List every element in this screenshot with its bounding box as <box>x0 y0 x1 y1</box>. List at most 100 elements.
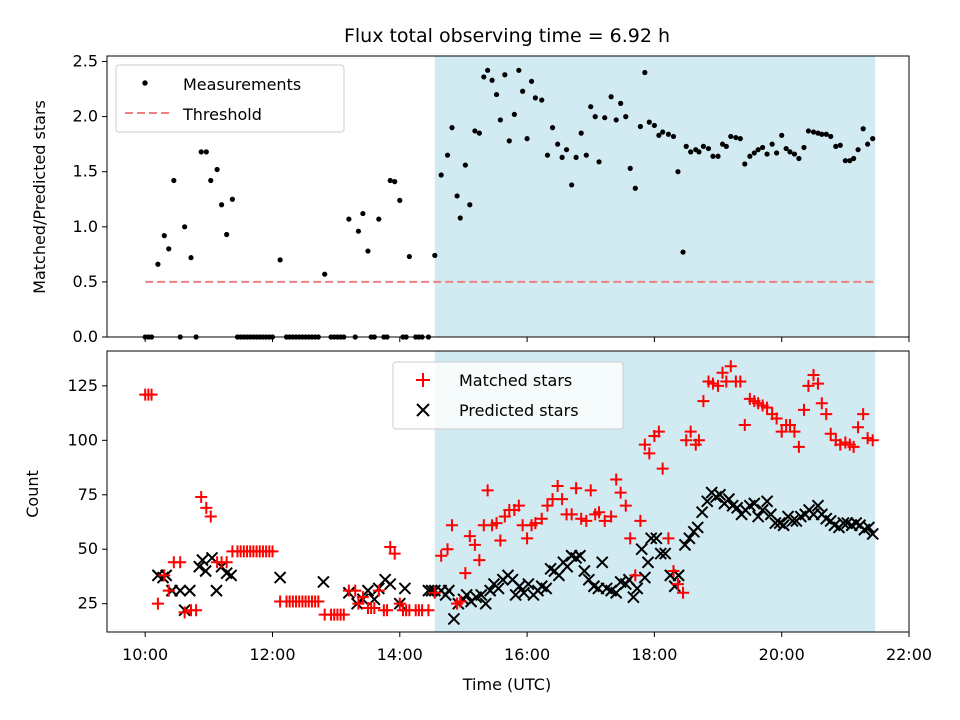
predicted-star-point <box>678 538 692 552</box>
predicted-star-point <box>650 532 663 545</box>
bottom-y-tick-label: 125 <box>67 376 98 395</box>
measurement-point <box>683 143 689 149</box>
matched-star-point <box>580 514 593 527</box>
matched-star-point <box>575 512 588 525</box>
matched-star-point <box>866 434 879 447</box>
matched-star-point <box>788 425 801 438</box>
measurement-point <box>462 162 468 168</box>
x-tick-label: 22:00 <box>886 645 932 664</box>
measurement-point <box>489 77 495 83</box>
measurement-point <box>229 196 235 202</box>
measurement-point <box>203 149 209 155</box>
measurement-point <box>218 202 225 208</box>
measurement-point <box>851 155 857 162</box>
matched-star-point <box>356 591 369 604</box>
measurement-point <box>155 261 161 267</box>
measurement-point <box>559 154 565 160</box>
matched-star-point <box>381 604 394 617</box>
top-axes-frame <box>106 55 910 338</box>
measurement-point <box>563 147 570 153</box>
measurement-point <box>588 104 594 110</box>
matched-star-point <box>852 421 865 434</box>
measurement-point <box>632 185 638 191</box>
matched-star-point <box>734 375 747 388</box>
legend-predicted-label: Predicted stars <box>459 401 579 420</box>
matched-star-point <box>643 447 656 460</box>
bottom-ticks <box>102 385 910 637</box>
predicted-star-point <box>786 514 799 528</box>
matched-star-point <box>529 517 542 530</box>
measurement-point <box>532 95 538 101</box>
matched-star-point <box>454 595 467 608</box>
predicted-star-point <box>760 495 774 508</box>
measurement-point <box>715 153 721 159</box>
measurement-point <box>346 216 352 222</box>
predicted-star-point <box>578 564 591 578</box>
measurement-point <box>608 94 614 100</box>
measurement-point <box>837 142 843 148</box>
matched-star-point <box>593 506 606 519</box>
bottom-y-tick-label: 25 <box>78 594 98 613</box>
measurement-point <box>198 149 204 155</box>
measurement-point <box>651 122 657 129</box>
matched-star-point <box>494 534 507 547</box>
measurement-point <box>791 151 798 157</box>
measurement-point <box>760 144 766 151</box>
top-y-tick-label: 2.5 <box>73 52 98 71</box>
matched-star-point <box>445 519 458 532</box>
measurement-point <box>406 253 412 260</box>
measurement-point <box>700 143 707 149</box>
predicted-star-point <box>635 543 648 556</box>
matched-star-point <box>266 545 279 558</box>
matched-star-point <box>490 517 503 530</box>
legend-threshold-label: Threshold <box>182 105 262 124</box>
predicted-star-point <box>691 521 704 534</box>
legend-measurements-marker <box>142 80 148 86</box>
matched-star-point <box>811 377 824 390</box>
predicted-star-point <box>475 588 488 602</box>
measurement-point <box>397 197 403 203</box>
measurement-point <box>467 202 473 208</box>
matched-star-point <box>605 510 618 523</box>
predicted-star-point <box>595 556 609 569</box>
top-y-tick-label: 0.0 <box>73 327 98 346</box>
matched-star-point <box>824 427 837 440</box>
top-y-tick-label: 2.0 <box>73 107 98 126</box>
predicted-star-point <box>224 569 238 582</box>
legend-matched-label: Matched stars <box>459 371 572 390</box>
matched-star-point <box>393 597 406 610</box>
measurement-point <box>497 117 503 123</box>
measurement-point <box>387 177 393 184</box>
measurement-point <box>161 233 167 239</box>
matched-star-point <box>610 473 623 486</box>
matched-star-point <box>541 499 554 512</box>
measurement-point <box>502 72 508 78</box>
bottom-y-tick-label: 50 <box>78 539 98 558</box>
predicted-star-point <box>683 532 696 545</box>
matched-star-point <box>158 569 171 582</box>
chart-title: Flux total observing time = 6.92 h <box>344 25 670 47</box>
matched-star-point <box>667 565 680 578</box>
predicted-star-point <box>210 584 223 597</box>
measurement-point <box>481 74 487 80</box>
matched-star-point <box>481 484 494 497</box>
matched-star-point <box>656 462 669 475</box>
measurement-point <box>457 215 463 221</box>
matched-star-point <box>352 597 365 610</box>
measurement-point <box>747 153 753 159</box>
measurement-point <box>188 255 194 261</box>
measurement-point <box>723 143 729 149</box>
measurement-point <box>637 123 643 130</box>
measurement-point <box>665 131 672 137</box>
measurement-point <box>787 149 793 155</box>
matched-star-point <box>162 584 175 597</box>
measurement-point <box>583 152 589 158</box>
legend-predicted-marker <box>416 403 430 417</box>
predicted-star-point <box>361 584 375 597</box>
top-y-tick-label: 0.5 <box>73 272 98 291</box>
matched-star-point <box>738 419 751 432</box>
bottom-panel: 25 50 75 100 125 10:00 12:00 14:00 16:00 18:00 20… <box>23 350 932 694</box>
matched-star-point <box>551 480 564 493</box>
measurement-point <box>214 166 220 173</box>
measurement-point <box>472 128 478 134</box>
